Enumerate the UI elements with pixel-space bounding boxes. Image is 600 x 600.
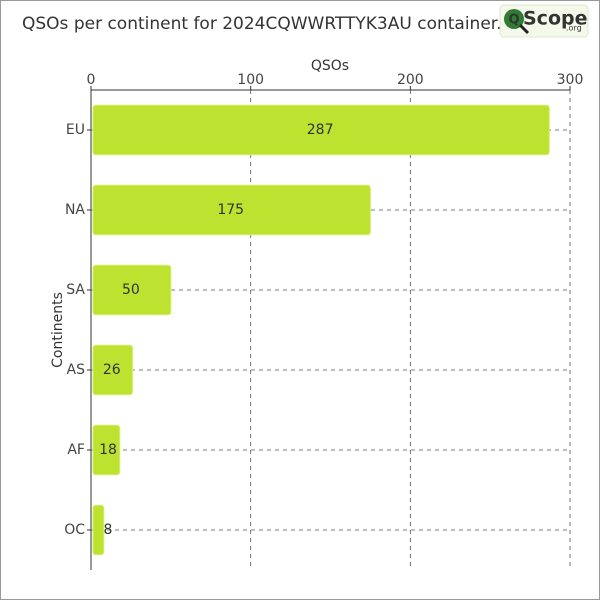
logo-icon <box>504 9 524 29</box>
bar <box>92 504 105 556</box>
data-label: 175 <box>217 202 244 218</box>
y-axis-label: Continents <box>50 292 66 368</box>
bar <box>92 104 550 156</box>
x-tick-label: 300 <box>557 72 584 88</box>
y-tick-label: AS <box>67 362 86 378</box>
data-label: 287 <box>307 122 334 138</box>
x-axis-label: QSOs <box>311 58 349 74</box>
bar <box>92 264 172 316</box>
logo-suffix: .org <box>566 24 582 33</box>
logo-name: Scope <box>523 8 588 30</box>
logo-handle <box>518 23 530 35</box>
x-tick-label: 0 <box>87 72 96 88</box>
plot: 287 175 50 26 18 8 <box>92 104 550 556</box>
y-tick-label: EU <box>66 122 85 138</box>
chart-title: QSOs per continent for 2024CQWWRTTYK3AU … <box>22 14 502 34</box>
bar <box>92 184 371 236</box>
logo: Q Scope .org <box>499 4 589 38</box>
x-tick-label: 200 <box>397 72 424 88</box>
data-label: 18 <box>99 442 117 458</box>
y-tick-label: NA <box>65 202 85 218</box>
bar <box>92 344 134 396</box>
bar <box>92 424 121 476</box>
data-label: 26 <box>103 362 121 378</box>
logo-letter: Q <box>508 13 519 28</box>
y-tick-label: SA <box>66 282 85 298</box>
y-tick-label: OC <box>64 522 85 538</box>
data-label: 8 <box>104 522 113 538</box>
data-label: 50 <box>122 282 140 298</box>
y-tick-label: AF <box>67 442 85 458</box>
x-tick-label: 100 <box>237 72 264 88</box>
